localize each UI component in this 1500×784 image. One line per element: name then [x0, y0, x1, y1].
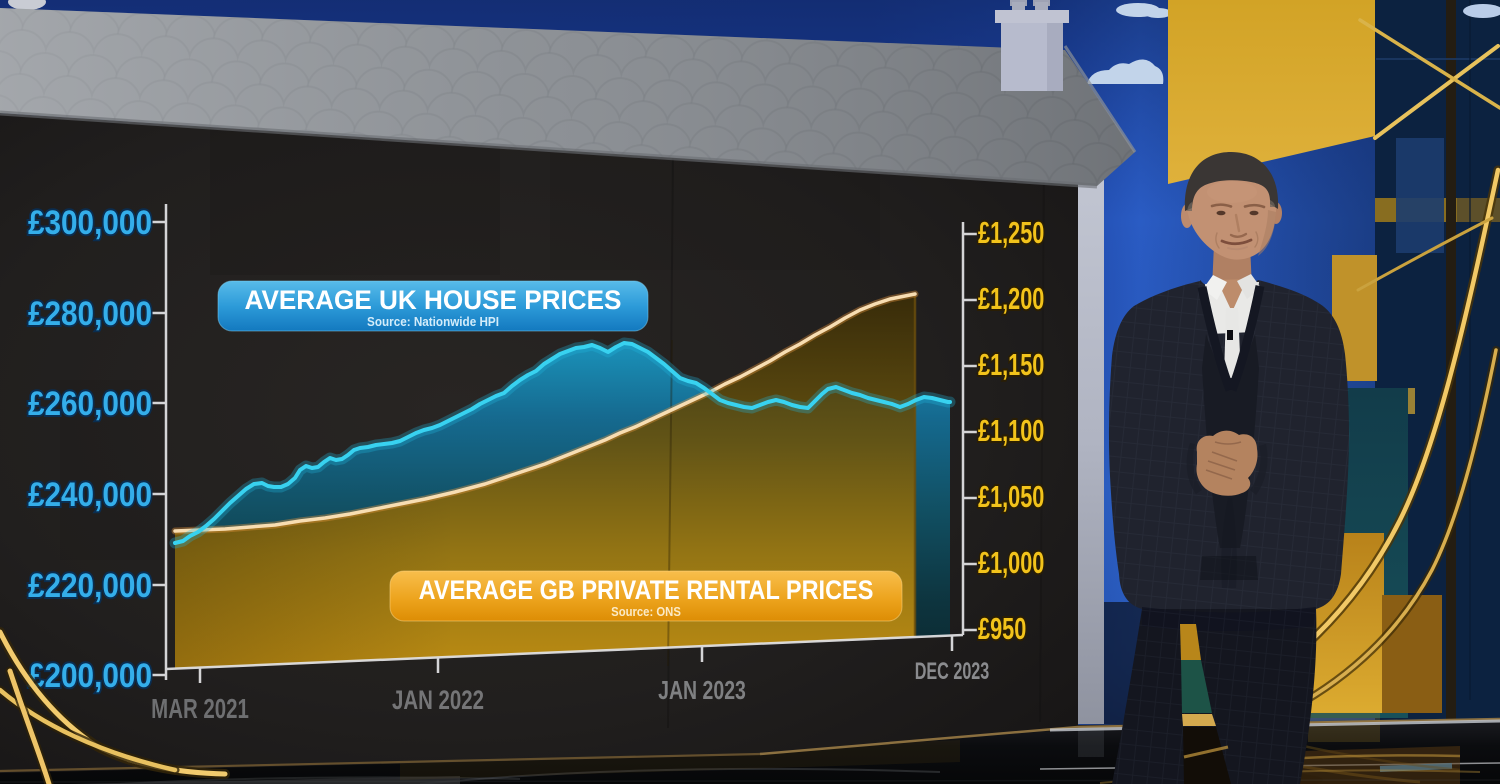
svg-text:£1,250: £1,250: [978, 215, 1044, 250]
svg-text:£280,000: £280,000: [28, 294, 152, 332]
svg-text:£1,100: £1,100: [978, 413, 1044, 448]
svg-text:MAR 2021: MAR 2021: [151, 694, 249, 725]
svg-text:£1,000: £1,000: [978, 545, 1044, 580]
svg-text:JAN 2022: JAN 2022: [392, 685, 484, 715]
svg-text:£300,000: £300,000: [28, 203, 152, 241]
svg-text:£240,000: £240,000: [28, 475, 152, 513]
svg-text:JAN 2023: JAN 2023: [658, 675, 746, 704]
svg-text:AVERAGE GB PRIVATE RENTAL PRIC: AVERAGE GB PRIVATE RENTAL PRICES: [419, 576, 874, 606]
svg-text:£260,000: £260,000: [28, 384, 152, 422]
svg-text:AVERAGE UK HOUSE PRICES: AVERAGE UK HOUSE PRICES: [245, 285, 622, 315]
svg-text:DEC 2023: DEC 2023: [915, 658, 990, 685]
svg-text:Source: Nationwide HPI: Source: Nationwide HPI: [367, 314, 499, 329]
svg-text:£1,050: £1,050: [978, 479, 1044, 514]
svg-text:£220,000: £220,000: [28, 566, 152, 604]
svg-text:£200,000: £200,000: [28, 656, 152, 694]
svg-text:£950: £950: [978, 611, 1026, 646]
svg-text:£1,200: £1,200: [978, 281, 1044, 316]
svg-text:£1,150: £1,150: [978, 347, 1044, 382]
svg-text:Source: ONS: Source: ONS: [611, 604, 681, 619]
